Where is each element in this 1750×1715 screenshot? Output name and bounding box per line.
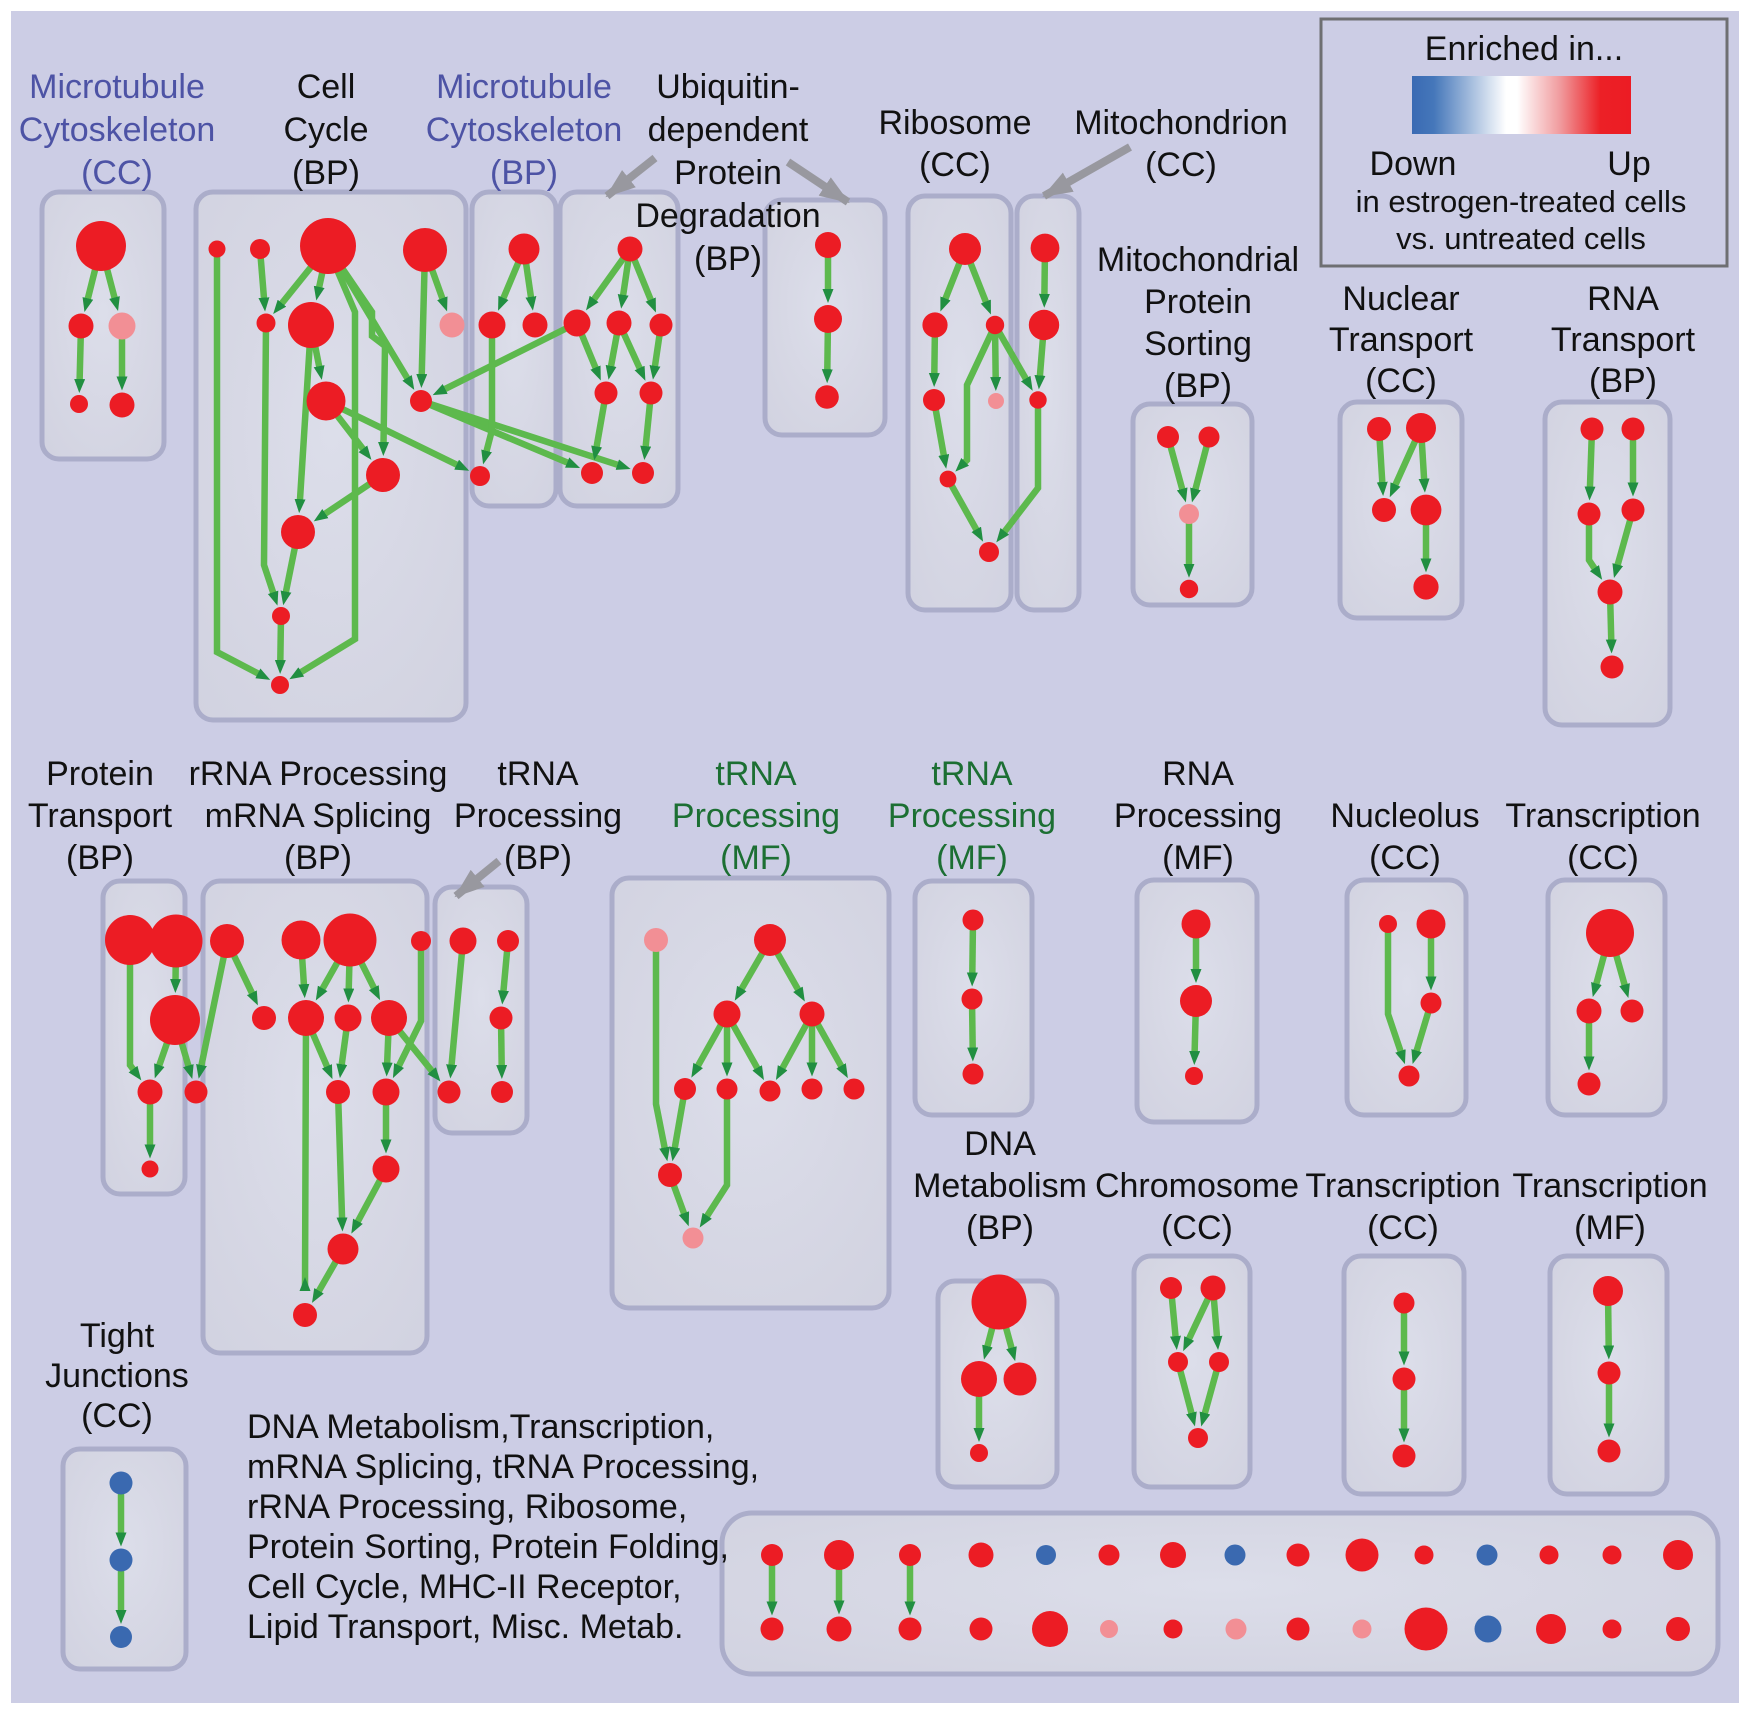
svg-text:(CC): (CC) [1161, 1209, 1233, 1247]
svg-text:DNA: DNA [964, 1125, 1036, 1163]
svg-text:Nuclear: Nuclear [1342, 280, 1459, 318]
svg-text:(CC): (CC) [1369, 839, 1441, 877]
svg-text:(MF): (MF) [720, 839, 792, 877]
svg-text:dependent: dependent [648, 111, 809, 149]
svg-text:(BP): (BP) [966, 1209, 1034, 1247]
svg-text:RNA: RNA [1162, 755, 1234, 793]
svg-text:Tight: Tight [80, 1317, 155, 1355]
svg-text:(CC): (CC) [919, 146, 991, 184]
svg-text:Up: Up [1607, 145, 1650, 183]
svg-text:tRNA: tRNA [931, 755, 1013, 793]
svg-text:Transcription: Transcription [1505, 797, 1700, 835]
svg-text:(MF): (MF) [936, 839, 1008, 877]
svg-text:Ubiquitin-: Ubiquitin- [656, 68, 800, 106]
svg-text:tRNA: tRNA [497, 755, 579, 793]
svg-text:(CC): (CC) [1567, 839, 1639, 877]
svg-text:(CC): (CC) [81, 154, 153, 192]
svg-text:(MF): (MF) [1574, 1209, 1646, 1247]
svg-text:(BP): (BP) [694, 240, 762, 278]
svg-text:Lipid Transport, Misc. Metab.: Lipid Transport, Misc. Metab. [247, 1608, 684, 1646]
svg-text:Nucleolus: Nucleolus [1330, 797, 1479, 835]
svg-text:Cytoskeleton: Cytoskeleton [426, 111, 623, 149]
svg-text:Transport: Transport [1551, 321, 1696, 359]
svg-text:Protein: Protein [46, 755, 154, 793]
svg-text:(CC): (CC) [1367, 1209, 1439, 1247]
svg-text:Ribosome: Ribosome [878, 104, 1031, 142]
svg-text:mRNA Splicing, tRNA Processing: mRNA Splicing, tRNA Processing, [247, 1448, 759, 1486]
svg-text:Microtubule: Microtubule [29, 68, 205, 106]
svg-text:Protein: Protein [1144, 283, 1252, 321]
svg-text:Cytoskeleton: Cytoskeleton [19, 111, 216, 149]
svg-text:Sorting: Sorting [1144, 325, 1252, 363]
svg-text:Transport: Transport [1329, 321, 1474, 359]
svg-text:(CC): (CC) [81, 1397, 153, 1435]
svg-text:(BP): (BP) [1589, 362, 1657, 400]
svg-text:Cycle: Cycle [283, 111, 368, 149]
svg-text:mRNA Splicing: mRNA Splicing [205, 797, 432, 835]
svg-text:Mitochondrion: Mitochondrion [1074, 104, 1288, 142]
svg-text:Processing: Processing [454, 797, 622, 835]
svg-text:Transcription: Transcription [1512, 1167, 1707, 1205]
svg-text:(BP): (BP) [66, 839, 134, 877]
svg-text:Transport: Transport [28, 797, 173, 835]
svg-text:rRNA Processing: rRNA Processing [189, 755, 448, 793]
svg-text:(MF): (MF) [1162, 839, 1234, 877]
svg-text:Transcription: Transcription [1305, 1167, 1500, 1205]
svg-text:Processing: Processing [672, 797, 840, 835]
svg-text:DNA Metabolism,Transcription,: DNA Metabolism,Transcription, [247, 1408, 714, 1446]
svg-text:Protein: Protein [674, 154, 782, 192]
svg-text:Cell Cycle, MHC-II Receptor,: Cell Cycle, MHC-II Receptor, [247, 1568, 682, 1606]
svg-text:RNA: RNA [1587, 280, 1659, 318]
svg-text:(BP): (BP) [1164, 367, 1232, 405]
svg-text:Cell: Cell [297, 68, 356, 106]
svg-text:Microtubule: Microtubule [436, 68, 612, 106]
svg-text:(BP): (BP) [490, 154, 558, 192]
svg-text:in estrogen-treated cells: in estrogen-treated cells [1356, 184, 1687, 219]
svg-text:Metabolism: Metabolism [913, 1167, 1087, 1205]
svg-text:Mitochondrial: Mitochondrial [1097, 241, 1299, 279]
svg-text:Degradation: Degradation [635, 197, 820, 235]
svg-text:Junctions: Junctions [45, 1357, 189, 1395]
svg-text:vs. untreated cells: vs. untreated cells [1396, 221, 1646, 256]
svg-text:tRNA: tRNA [715, 755, 797, 793]
svg-text:(CC): (CC) [1365, 362, 1437, 400]
svg-text:Chromosome: Chromosome [1095, 1167, 1299, 1205]
svg-text:(BP): (BP) [292, 154, 360, 192]
svg-text:(CC): (CC) [1145, 146, 1217, 184]
svg-text:(BP): (BP) [504, 839, 572, 877]
svg-text:Protein Sorting, Protein Foldi: Protein Sorting, Protein Folding, [247, 1528, 729, 1566]
svg-text:Enriched in...: Enriched in... [1425, 30, 1623, 68]
svg-text:Down: Down [1370, 145, 1457, 183]
svg-text:Processing: Processing [888, 797, 1056, 835]
svg-text:(BP): (BP) [284, 839, 352, 877]
svg-text:Processing: Processing [1114, 797, 1282, 835]
svg-text:rRNA Processing, Ribosome,: rRNA Processing, Ribosome, [247, 1488, 687, 1526]
